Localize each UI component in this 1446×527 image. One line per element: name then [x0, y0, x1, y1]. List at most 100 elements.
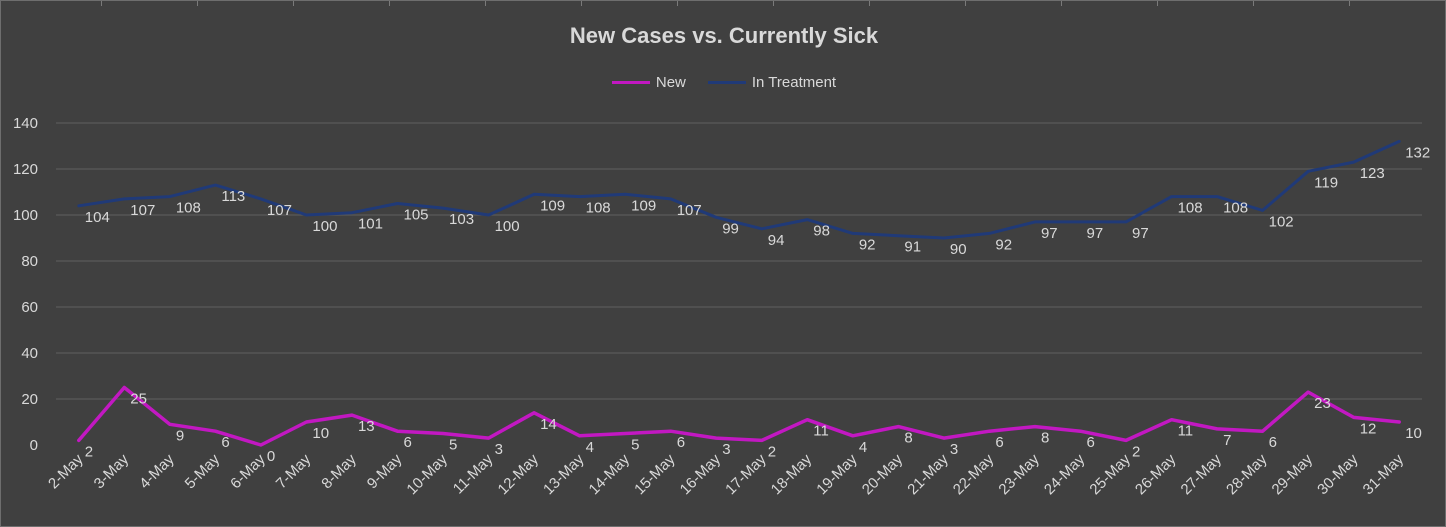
data-label: 14 — [540, 416, 557, 433]
x-tick-label: 4-May — [136, 450, 178, 492]
data-label: 103 — [449, 211, 474, 228]
data-label: 6 — [1269, 434, 1277, 451]
sheet-gridline — [773, 1, 774, 6]
data-label: 107 — [677, 202, 702, 219]
data-label: 11 — [1178, 423, 1194, 440]
x-tick-label: 15-May — [631, 450, 679, 498]
data-label: 8 — [1041, 430, 1049, 447]
data-label: 12 — [1360, 420, 1377, 437]
x-tick-label: 25-May — [1086, 450, 1134, 498]
data-label: 100 — [312, 218, 337, 235]
sheet-gridline — [869, 1, 870, 6]
y-tick-label: 100 — [13, 207, 38, 224]
data-label: 3 — [722, 441, 730, 458]
series-line-in-treatment — [77, 139, 1401, 240]
data-label: 97 — [1041, 225, 1058, 242]
data-label: 104 — [85, 209, 110, 226]
x-tick-label: 3-May — [91, 450, 133, 492]
data-label: 92 — [995, 236, 1012, 253]
data-label: 92 — [859, 236, 876, 253]
data-label: 100 — [495, 218, 520, 235]
x-tick-label: 9-May — [364, 450, 406, 492]
x-tick-label: 28-May — [1223, 450, 1271, 498]
data-label: 11 — [813, 423, 829, 440]
sheet-gridline — [677, 1, 678, 6]
data-label: 25 — [130, 391, 147, 408]
data-label: 2 — [768, 443, 776, 460]
legend-swatch-in-treatment — [707, 81, 746, 84]
x-tick-label: 31-May — [1360, 450, 1408, 498]
data-label: 6 — [677, 434, 685, 451]
data-label: 4 — [859, 439, 867, 456]
data-label: 123 — [1360, 165, 1385, 182]
data-label: 119 — [1314, 174, 1338, 191]
y-tick-label: 20 — [21, 391, 38, 408]
sheet-gridline — [197, 1, 198, 6]
legend-label-new: New — [655, 74, 686, 91]
data-label: 113 — [221, 188, 245, 205]
data-label: 0 — [267, 448, 275, 465]
sheet-gridline — [965, 1, 966, 6]
sheet-gridline — [1157, 1, 1158, 6]
data-label: 7 — [1223, 432, 1231, 449]
data-label: 23 — [1314, 395, 1331, 412]
y-tick-label: 40 — [21, 345, 38, 362]
data-label: 97 — [1087, 225, 1104, 242]
legend-swatch-new — [611, 81, 650, 84]
data-label: 90 — [950, 241, 967, 258]
data-label: 6 — [404, 434, 412, 451]
data-label: 108 — [586, 200, 611, 217]
x-tick-label: 13-May — [540, 450, 588, 498]
sheet-gridline — [1061, 1, 1062, 6]
x-tick-label: 21-May — [904, 450, 952, 498]
data-label: 97 — [1132, 225, 1149, 242]
gridlines — [56, 122, 1422, 400]
data-label: 6 — [1087, 434, 1095, 451]
x-tick-label: 16-May — [677, 450, 725, 498]
data-label: 6 — [995, 434, 1003, 451]
x-tick-label: 7-May — [273, 450, 315, 492]
data-label: 5 — [631, 437, 639, 454]
x-tick-label: 30-May — [1314, 450, 1362, 498]
data-label: 105 — [404, 207, 429, 224]
data-label: 3 — [950, 441, 958, 458]
y-axis-tick-labels: 0 20 40 60 80 100 120 140 — [13, 115, 38, 454]
y-tick-label: 140 — [13, 115, 38, 132]
data-label: 94 — [768, 232, 785, 249]
sheet-gridline — [293, 1, 294, 6]
data-label: 2 — [1132, 443, 1140, 460]
data-label: 108 — [176, 200, 201, 217]
x-tick-label: 10-May — [403, 450, 451, 498]
sheet-gridline — [1349, 1, 1350, 6]
data-label: 109 — [540, 197, 565, 214]
sheet-gridline — [1253, 1, 1254, 6]
sheet-gridline — [581, 1, 582, 6]
data-label: 10 — [312, 425, 329, 442]
data-label: 99 — [722, 220, 739, 237]
data-label: 107 — [130, 202, 155, 219]
y-tick-label: 80 — [21, 253, 38, 270]
legend-label-in-treatment: In Treatment — [751, 74, 837, 91]
y-tick-label: 120 — [13, 161, 38, 178]
x-tick-label: 27-May — [1178, 450, 1226, 498]
x-tick-label: 8-May — [318, 450, 360, 492]
legend: New In Treatment — [1, 74, 1446, 91]
x-tick-label: 29-May — [1269, 450, 1317, 498]
x-tick-label: 24-May — [1041, 450, 1089, 498]
data-label: 4 — [586, 439, 594, 456]
legend-item-new: New — [611, 74, 686, 91]
series-line-new — [77, 385, 1401, 447]
x-tick-label: 5-May — [182, 450, 224, 492]
series-lines — [77, 139, 1401, 447]
x-tick-label: 20-May — [859, 450, 907, 498]
data-label: 102 — [1269, 213, 1294, 230]
sheet-gridline — [101, 1, 102, 6]
data-label: 91 — [904, 239, 921, 256]
data-label: 6 — [221, 434, 229, 451]
data-label: 8 — [904, 430, 912, 447]
data-label: 107 — [267, 202, 292, 219]
data-label: 132 — [1405, 144, 1430, 161]
x-tick-label: 2-May — [45, 450, 87, 492]
